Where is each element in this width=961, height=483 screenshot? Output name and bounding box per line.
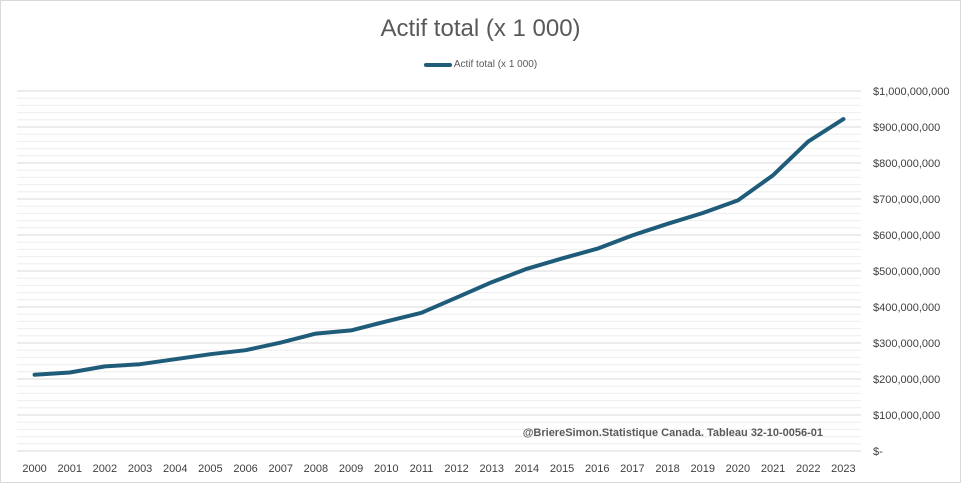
data-point	[33, 373, 37, 377]
source-annotation: @BriereSimon.Statistique Canada. Tableau…	[523, 427, 823, 439]
x-tick-label: 2006	[233, 463, 257, 475]
series-line	[32, 117, 846, 377]
chart-title: Actif total (x 1 000)	[380, 15, 581, 42]
data-point	[138, 362, 142, 366]
data-point	[103, 364, 107, 368]
x-tick-label: 2003	[128, 463, 152, 475]
data-point	[279, 341, 283, 345]
y-tick-label: $100,000,000	[873, 410, 940, 422]
x-tick-label: 2012	[444, 463, 468, 475]
data-point	[173, 357, 177, 361]
data-point	[666, 222, 670, 226]
data-point	[806, 139, 810, 143]
x-tick-label: 2014	[515, 463, 539, 475]
legend-swatch	[423, 62, 452, 67]
y-tick-label: $300,000,000	[873, 338, 940, 350]
data-point	[560, 256, 564, 260]
x-tick-label: 2015	[550, 463, 574, 475]
x-tick-label: 2019	[691, 463, 715, 475]
data-point	[419, 311, 423, 315]
x-tick-label: 2010	[374, 463, 398, 475]
data-point	[349, 328, 353, 332]
data-point	[455, 296, 459, 300]
x-tick-label: 2023	[831, 463, 855, 475]
data-point	[68, 371, 72, 375]
x-tick-label: 2020	[726, 463, 750, 475]
y-tick-label: $400,000,000	[873, 302, 940, 314]
data-point	[244, 348, 248, 352]
data-point	[384, 319, 388, 323]
legend-label: Actif total (x 1 000)	[453, 59, 538, 70]
data-point	[490, 280, 494, 284]
data-point	[701, 211, 705, 215]
y-tick-label: $500,000,000	[873, 266, 940, 278]
x-tick-label: 2011	[410, 463, 434, 475]
x-tick-label: 2021	[761, 463, 785, 475]
data-point	[208, 352, 212, 356]
y-tick-label: $1,000,000,000	[873, 86, 949, 98]
x-tick-label: 2004	[163, 463, 187, 475]
x-tick-label: 2016	[585, 463, 609, 475]
data-point	[595, 247, 599, 251]
data-point	[841, 117, 845, 121]
y-tick-label: $-	[873, 446, 883, 458]
x-tick-label: 2008	[304, 463, 328, 475]
x-tick-label: 2005	[198, 463, 222, 475]
y-tick-label: $900,000,000	[873, 122, 940, 134]
data-point	[630, 233, 634, 237]
y-tick-label: $600,000,000	[873, 230, 940, 242]
x-tick-label: 2018	[655, 463, 679, 475]
data-point	[525, 267, 529, 271]
data-point	[314, 332, 318, 336]
x-tick-label: 2017	[620, 463, 644, 475]
x-tick-label: 2013	[480, 463, 504, 475]
x-tick-label: 2022	[796, 463, 820, 475]
data-point	[736, 198, 740, 202]
x-tick-label: 2001	[58, 463, 82, 475]
legend: Actif total (x 1 000)	[1, 59, 960, 70]
x-tick-label: 2002	[93, 463, 117, 475]
y-tick-label: $700,000,000	[873, 194, 940, 206]
x-tick-label: 2009	[339, 463, 363, 475]
x-tick-label: 2000	[22, 463, 46, 475]
data-point	[771, 173, 775, 177]
y-tick-label: $200,000,000	[873, 374, 940, 386]
x-tick-label: 2007	[269, 463, 293, 475]
y-tick-label: $800,000,000	[873, 158, 940, 170]
